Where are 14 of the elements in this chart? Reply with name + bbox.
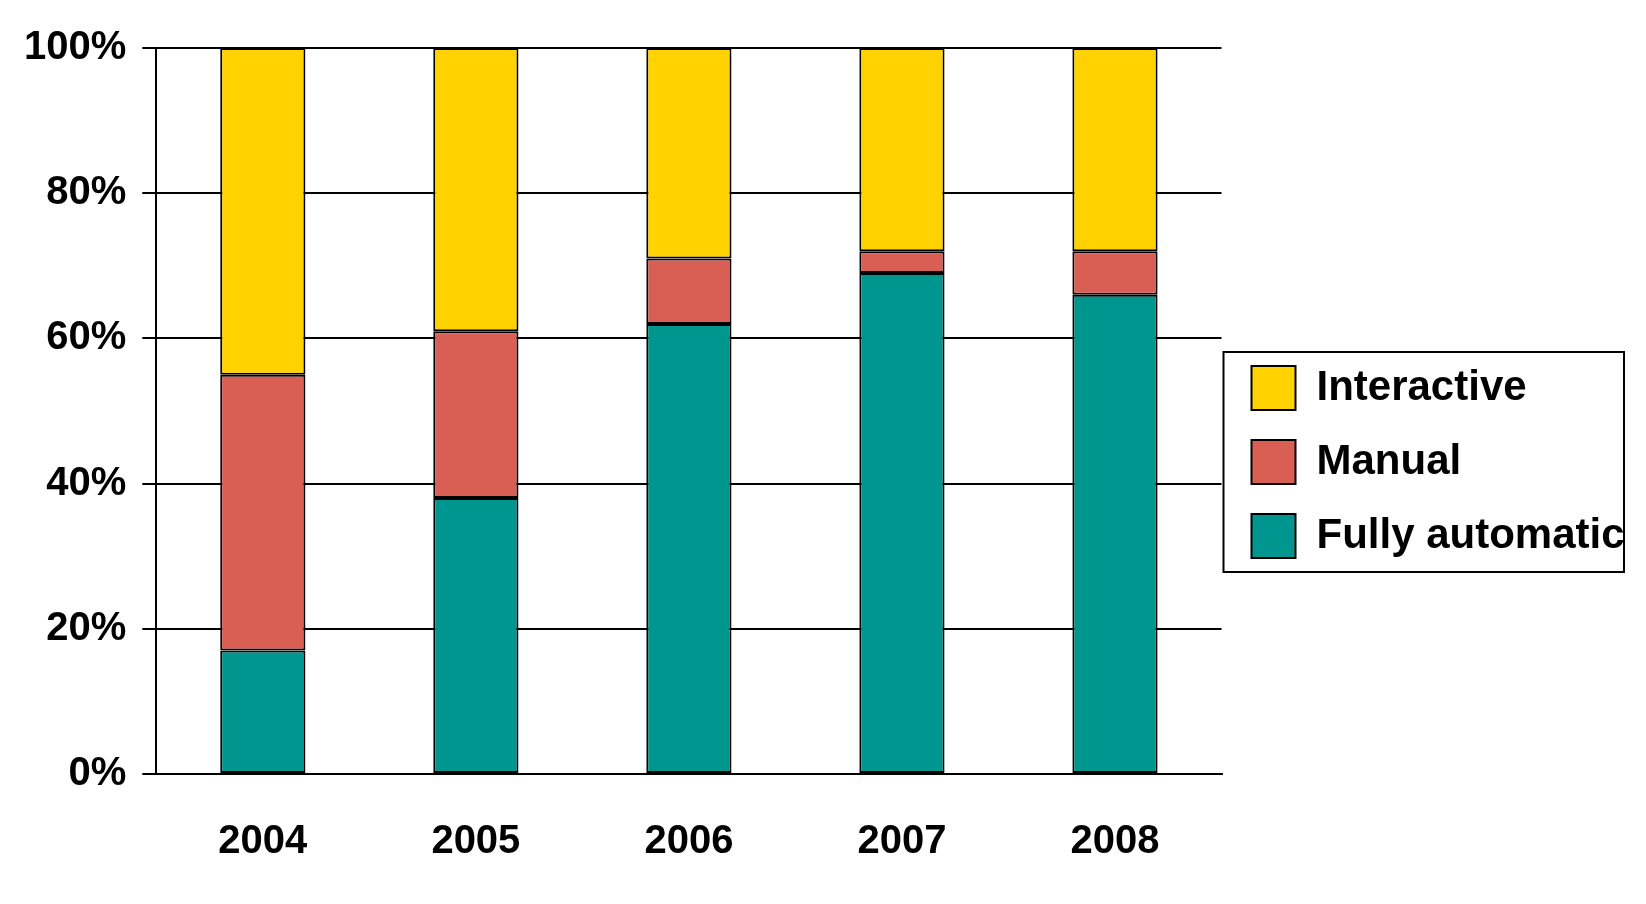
x-tick-label: 2007 (857, 817, 947, 862)
y-tick-label: 40% (46, 458, 127, 503)
legend-label: Manual (1316, 435, 1462, 483)
legend-label: Fully automatic (1316, 509, 1625, 557)
x-tick-label: 2008 (1070, 817, 1160, 862)
legend-label: Interactive (1316, 361, 1527, 409)
x-tick-label: 2006 (644, 817, 734, 862)
y-tick-label: 0% (68, 749, 127, 794)
x-tick-label: 2005 (431, 817, 521, 862)
y-tick-label: 80% (46, 168, 127, 213)
x-tick-label: 2004 (218, 817, 309, 862)
y-tick-label: 60% (46, 313, 127, 358)
y-tick-label: 100% (23, 23, 127, 68)
y-tick-label: 20% (46, 603, 127, 648)
